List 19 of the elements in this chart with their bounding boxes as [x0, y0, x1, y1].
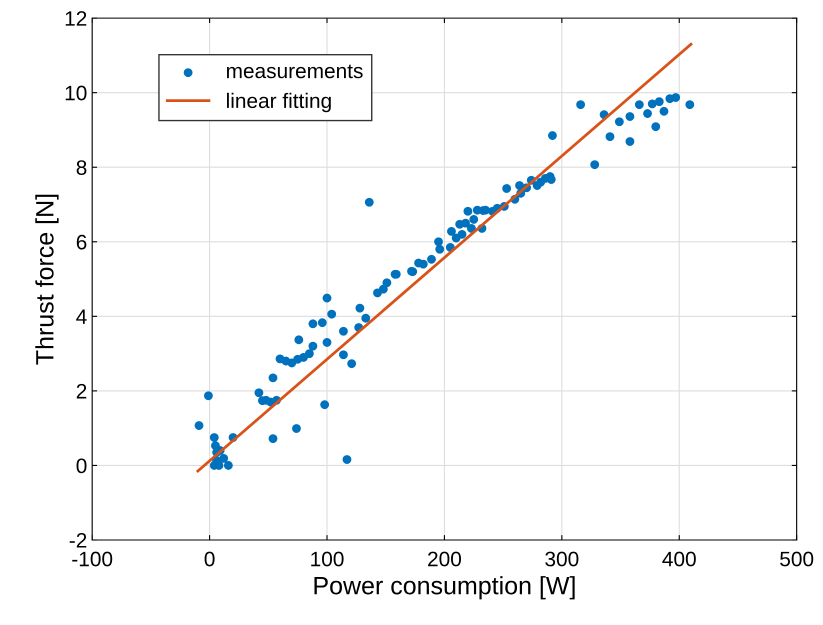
x-tick-label: 400	[662, 552, 696, 566]
legend-label: linear fitting	[227, 92, 331, 112]
y-tick-label: 6	[76, 234, 86, 250]
x-tick-label: 0	[204, 552, 215, 566]
y-tick-label: 10	[66, 86, 86, 100]
x-tick-label: 300	[545, 552, 578, 566]
x-tick-label: -100	[72, 552, 112, 566]
x-tick-label: 500	[780, 552, 814, 566]
y-axis-title: Thrust force [N]	[35, 194, 59, 365]
x-tick-label: 200	[428, 552, 461, 566]
y-tick-label: 0	[76, 458, 86, 474]
y-tick-label: 12	[66, 11, 86, 26]
legend-label: measurements	[227, 64, 363, 78]
y-tick-label: 8	[76, 160, 86, 175]
y-tick-label: -2	[70, 533, 86, 548]
y-tick-label: 4	[76, 310, 87, 324]
y-tick-label: 2	[76, 384, 86, 398]
x-tick-label: 100	[311, 552, 344, 566]
x-axis-title: Power consumption [W]	[314, 576, 575, 600]
